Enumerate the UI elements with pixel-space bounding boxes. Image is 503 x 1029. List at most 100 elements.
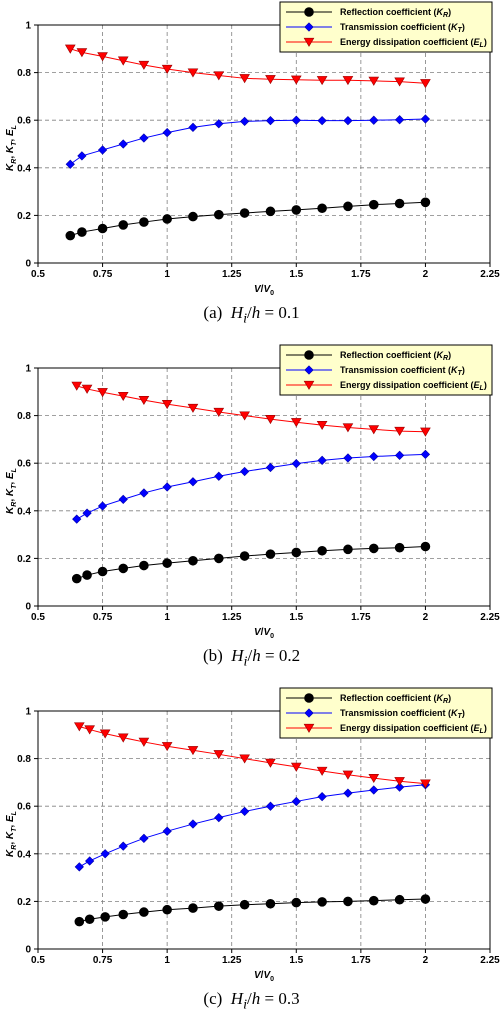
data-point: [161, 742, 173, 752]
data-point: [187, 403, 199, 413]
data-point: [265, 898, 276, 909]
data-point: [420, 541, 431, 552]
legend-label: Reflection coefficient (KR): [340, 7, 451, 19]
caption-label: (c): [203, 989, 223, 1008]
data-point: [71, 573, 82, 584]
data-point: [291, 459, 301, 469]
data-point: [72, 514, 82, 524]
legend-label: Energy dissipation coefficient (EL): [340, 723, 487, 735]
data-point: [369, 785, 379, 795]
legend-box: [279, 344, 493, 396]
caption-value: 0.1: [278, 303, 300, 322]
x-tick-label: 2: [423, 612, 429, 623]
data-point: [420, 427, 431, 437]
data-point: [317, 203, 327, 214]
data-point: [139, 907, 149, 917]
series-line: [70, 48, 426, 84]
legend-label: Transmission coefficient (KT): [340, 365, 465, 377]
caption-sub: i: [243, 996, 247, 1013]
data-point: [239, 899, 250, 910]
chart-c: 0.5 0.75 1 1.25 1.5 1.75 2 2.25 0 0.2 0.4 0.6 0.8 1 V/…: [5, 687, 500, 983]
data-point: [265, 462, 276, 473]
series-3: [74, 722, 431, 789]
x-tick-label: 1: [164, 269, 170, 280]
plot-frame: [37, 367, 491, 607]
data-point: [343, 896, 353, 907]
x-tick-label: 1.75: [351, 955, 371, 966]
data-point: [239, 74, 250, 84]
data-point: [84, 914, 95, 925]
data-point: [343, 201, 353, 212]
legend: Reflection coefficient (KR) Transmission …: [279, 687, 493, 739]
data-point: [394, 426, 405, 436]
y-tick-label: 0: [25, 602, 31, 613]
data-point: [97, 223, 108, 234]
x-tick-label: 0.75: [93, 612, 113, 623]
data-point: [74, 862, 84, 872]
series-line: [69, 118, 426, 165]
legend-marker: [304, 708, 314, 718]
data-point: [139, 133, 149, 143]
data-point: [161, 400, 173, 410]
data-point: [291, 547, 302, 558]
data-point: [291, 115, 301, 125]
data-point: [265, 549, 276, 559]
data-point: [265, 116, 276, 126]
legend-label: Energy dissipation coefficient (EL): [340, 37, 487, 49]
legend: Reflection coefficient (KR) Transmission …: [279, 1, 493, 53]
legend-marker: [303, 380, 315, 390]
caption-label: (b): [202, 646, 223, 665]
x-tick-label: 2.25: [480, 955, 500, 966]
data-point: [265, 801, 276, 811]
y-tick-label: 0.6: [17, 116, 31, 127]
data-point: [97, 52, 108, 62]
data-point: [74, 722, 85, 732]
data-point: [342, 76, 354, 86]
data-point: [139, 488, 149, 498]
series-line: [79, 725, 426, 785]
legend-marker: [304, 350, 314, 360]
data-point: [214, 471, 224, 481]
data-point: [368, 543, 379, 554]
data-point: [240, 806, 250, 817]
data-point: [291, 205, 302, 215]
data-point: [138, 60, 150, 70]
x-tick-label: 0.5: [31, 955, 45, 966]
series-1: [74, 894, 431, 927]
data-point: [100, 849, 110, 859]
data-point: [394, 894, 405, 905]
data-point: [368, 76, 380, 86]
x-tick-label: 1.25: [222, 955, 242, 966]
data-point: [117, 391, 129, 401]
data-point: [188, 211, 198, 222]
data-point: [138, 737, 150, 747]
data-point: [162, 214, 172, 224]
series-line: [79, 784, 426, 868]
x-tick-label: 1: [164, 955, 170, 966]
data-point: [97, 145, 108, 155]
caption-sub: i: [243, 653, 248, 670]
data-point: [420, 449, 431, 460]
data-point: [394, 782, 405, 792]
data-point: [74, 916, 85, 927]
data-point: [82, 570, 92, 580]
data-point: [77, 151, 87, 161]
y-axis-label: KR, KT, EL: [5, 811, 18, 857]
caption-var-h2: h: [251, 989, 261, 1008]
data-point: [290, 75, 302, 85]
data-point: [342, 423, 354, 433]
chart-a: 0.5 0.75 1 1.25 1.5 1.75 2 2.25 0 0.2 0.4 0.6 0.8 1 V/…: [5, 1, 500, 297]
data-point: [394, 77, 405, 87]
data-point: [118, 139, 128, 149]
data-point: [85, 856, 95, 866]
data-point: [240, 466, 250, 477]
y-tick-label: 0.8: [17, 754, 31, 765]
data-point: [139, 560, 149, 571]
caption-var-h: H: [230, 989, 244, 1008]
legend-label: Reflection coefficient (KR): [340, 693, 451, 705]
series-line: [70, 201, 426, 237]
y-tick-label: 0.6: [17, 802, 31, 813]
data-point: [214, 209, 224, 220]
x-tick-label: 0.75: [93, 269, 113, 280]
data-point: [420, 779, 431, 789]
